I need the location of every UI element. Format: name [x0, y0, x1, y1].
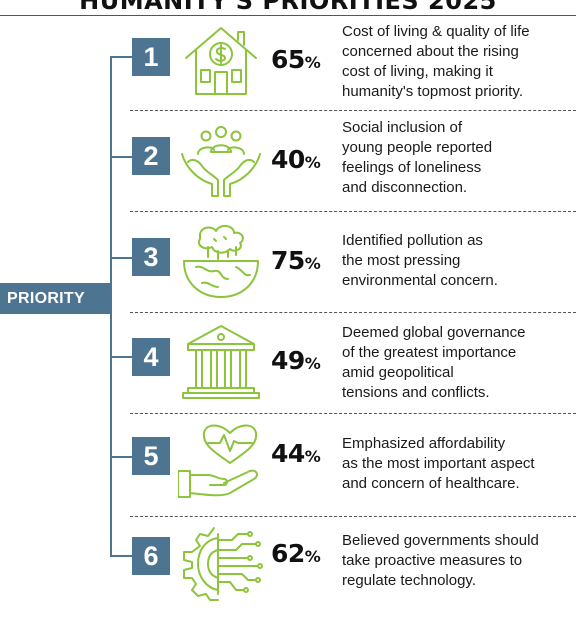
stat-value: 75% — [271, 246, 321, 275]
divider — [130, 211, 576, 212]
rank-badge: 5 — [132, 437, 170, 475]
page-title: HUMANITY'S PRIORITIES 2025 — [79, 0, 497, 15]
priority-description: Believed governments should take proacti… — [342, 532, 539, 589]
priority-label: PRIORITY — [0, 283, 112, 314]
rank-badge: 6 — [132, 537, 170, 575]
rank-badge: 3 — [132, 238, 170, 276]
priority-description: Emphasized affordability as the most imp… — [342, 435, 535, 492]
priority-row-6: 6 62% Believed governments should take p… — [0, 516, 576, 616]
tree-branch — [110, 555, 132, 557]
stat-unit: % — [304, 153, 321, 172]
stat-number: 62 — [271, 539, 305, 568]
stat-value: 49% — [271, 346, 321, 375]
stat-value: 44% — [271, 439, 321, 468]
stat-unit: % — [304, 53, 321, 72]
priority-description: Identified pollution as the most pressin… — [342, 232, 498, 289]
rank-badge: 4 — [132, 338, 170, 376]
tree-branch — [110, 356, 132, 358]
rank-badge: 2 — [132, 137, 170, 175]
house-dollar-icon — [178, 18, 264, 102]
stat-value: 65% — [271, 45, 321, 74]
stat-unit: % — [304, 254, 321, 273]
stat-number: 65 — [271, 45, 305, 74]
tree-branch — [110, 257, 132, 259]
polluted-earth-icon — [178, 217, 264, 301]
tree-branch — [110, 456, 132, 458]
stat-value: 62% — [271, 539, 321, 568]
title-rule — [0, 15, 576, 16]
stat-unit: % — [304, 447, 321, 466]
priority-description: Social inclusion of young people reporte… — [342, 119, 493, 196]
priority-description: Deemed global governance of the greatest… — [342, 324, 526, 401]
priority-description: Cost of living & quality of life concern… — [342, 23, 530, 100]
divider — [130, 312, 576, 313]
rank-badge: 1 — [132, 38, 170, 76]
priority-row-4: 4 49% Deemed global governance of the gr… — [0, 312, 576, 412]
priority-row-5: 5 44% Emphasized affordability as the mo… — [0, 413, 576, 513]
priority-row-3: 3 75% Identified pollution as the most p… — [0, 211, 576, 311]
stat-number: 49 — [271, 346, 305, 375]
tree-branch — [110, 156, 132, 158]
divider — [130, 110, 576, 111]
circuit-gear-icon — [178, 522, 264, 606]
tree-branch — [110, 56, 132, 58]
stat-unit: % — [304, 547, 321, 566]
people-hands-icon — [178, 118, 264, 202]
priority-row-1: 1 65% Cost of living & quality of life c… — [0, 10, 576, 110]
stat-number: 40 — [271, 145, 305, 174]
stat-number: 44 — [271, 439, 305, 468]
divider — [130, 413, 576, 414]
stat-number: 75 — [271, 246, 305, 275]
divider — [130, 516, 576, 517]
stat-unit: % — [304, 354, 321, 373]
stat-value: 40% — [271, 145, 321, 174]
heart-hand-icon — [178, 419, 264, 503]
government-building-icon — [178, 318, 264, 402]
priority-row-2: 2 40% Social inclusion of young people r… — [0, 110, 576, 210]
